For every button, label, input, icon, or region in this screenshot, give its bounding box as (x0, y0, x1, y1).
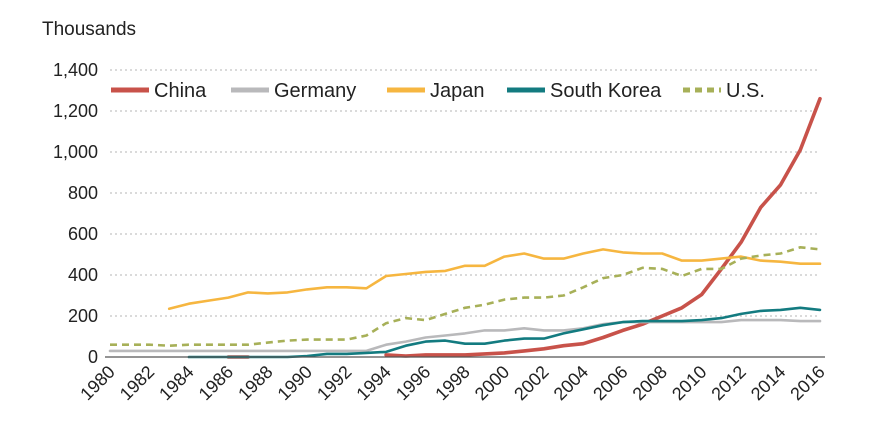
x-tick-label-1988: 1988 (234, 362, 276, 404)
y-tick-label-0: 0 (88, 347, 98, 367)
x-tick-label-2014: 2014 (747, 362, 789, 404)
x-tick-label-2004: 2004 (550, 362, 592, 404)
series-line-germany (108, 318, 822, 353)
series-line-japan (167, 248, 822, 311)
x-tick-label-1998: 1998 (431, 362, 473, 404)
series-line-china (226, 96, 822, 359)
x-axis-tick-labels: 1980198219841986198819901992199419961998… (76, 362, 828, 404)
y-tick-label-400: 400 (68, 265, 98, 285)
x-tick-label-1984: 1984 (155, 362, 197, 404)
y-tick-label-1000: 1,000 (53, 142, 98, 162)
legend-label-germany: Germany (274, 80, 356, 102)
y-tick-label-800: 800 (68, 183, 98, 203)
x-tick-label-1996: 1996 (392, 362, 434, 404)
y-tick-label-1400: 1,400 (53, 60, 98, 80)
x-tick-label-1992: 1992 (313, 362, 355, 404)
y-axis-tick-labels: 0 200 400 600 800 1,000 1,200 1,400 (53, 60, 98, 367)
legend-label-u-s: U.S. (726, 80, 765, 102)
y-tick-label-1200: 1,200 (53, 101, 98, 121)
legend: China Germany Japan South Korea U.S. (111, 80, 765, 102)
legend-label-japan: Japan (430, 80, 485, 102)
x-tick-label-1982: 1982 (116, 362, 158, 404)
y-tick-label-200: 200 (68, 306, 98, 326)
x-tick-label-2002: 2002 (510, 362, 552, 404)
x-tick-label-2006: 2006 (589, 362, 631, 404)
x-tick-label-2016: 2016 (786, 362, 828, 404)
gridlines (110, 69, 820, 317)
x-tick-label-2010: 2010 (668, 362, 710, 404)
series-lines (108, 96, 822, 359)
y-axis-unit-label: Thousands (42, 19, 136, 40)
x-tick-label-2000: 2000 (471, 362, 513, 404)
legend-label-china: China (154, 80, 207, 102)
x-tick-label-2008: 2008 (629, 362, 671, 404)
x-tick-label-1994: 1994 (352, 362, 394, 404)
x-tick-label-1986: 1986 (195, 362, 237, 404)
x-tick-label-1980: 1980 (76, 362, 118, 404)
y-tick-label-600: 600 (68, 224, 98, 244)
legend-label-south-korea: South Korea (550, 80, 662, 102)
x-tick-label-2012: 2012 (707, 362, 749, 404)
x-tick-label-1990: 1990 (274, 362, 316, 404)
series-line-u-s (110, 246, 821, 347)
